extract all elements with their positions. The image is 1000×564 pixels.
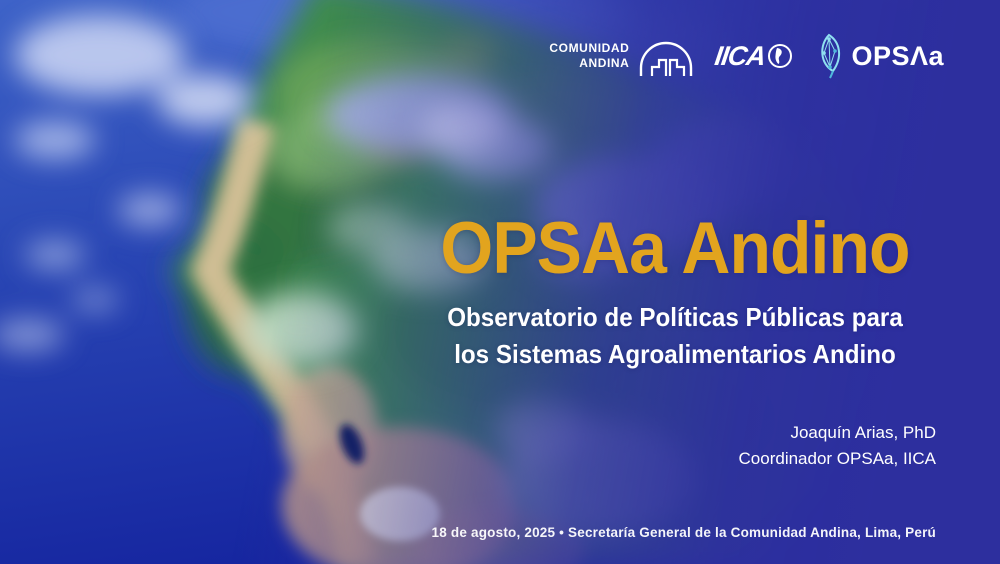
subtitle-line-2: los Sistemas Agroalimentarios Andino — [454, 338, 896, 369]
opsaa-wordmark: OPSΛa — [851, 40, 944, 71]
can-wordmark: COMUNIDAD ANDINA — [549, 41, 629, 71]
title-block: OPSAa Andino Observatorio de Políticas P… — [390, 212, 960, 373]
footer-note: 18 de agosto, 2025 • Secretaría General … — [431, 525, 936, 540]
americas-globe-icon — [768, 44, 793, 68]
stepped-arch-emblem-icon — [640, 41, 693, 76]
comunidad-andina-logo: COMUNIDAD ANDINA — [549, 34, 695, 78]
logo-bar: COMUNIDAD ANDINA IICA — [549, 32, 944, 80]
author-name: Joaquín Arias, PhD — [790, 423, 936, 442]
leaf-network-icon — [821, 33, 841, 79]
subtitle: Observatorio de Políticas Públicas para … — [410, 299, 940, 373]
can-wordmark-line2: ANDINA — [579, 56, 630, 70]
author-role: Coordinador OPSAa, IICA — [738, 448, 936, 468]
author-block: Joaquín Arias, PhD Coordinador OPSAa, II… — [739, 420, 936, 471]
can-wordmark-line1: COMUNIDAD — [549, 41, 630, 55]
subtitle-line-1: Observatorio de Políticas Públicas para — [447, 302, 903, 332]
opsaa-logo: OPSΛa — [813, 33, 944, 79]
page-title: OPSAa Andino — [440, 208, 910, 289]
iica-logo: IICA — [713, 40, 793, 72]
iica-wordmark: IICA — [713, 40, 768, 71]
